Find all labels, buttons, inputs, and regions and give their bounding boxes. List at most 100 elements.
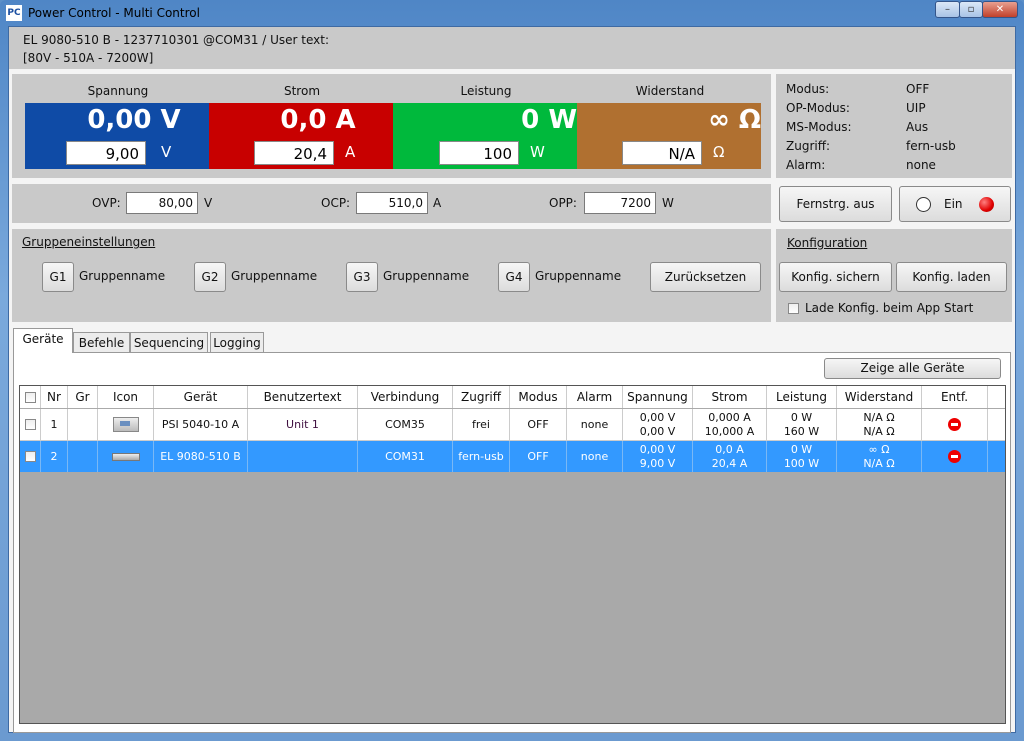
meter-label-voltage: Spannung (87, 84, 149, 98)
group-g4-name: Gruppenname (535, 269, 622, 283)
resistance-actual: N/A Ω (863, 410, 895, 424)
tab-geraete[interactable]: Geräte (13, 328, 73, 353)
resistance-set: N/A Ω (863, 424, 895, 438)
col-nr[interactable]: Nr (41, 386, 68, 408)
col-resistance[interactable]: Widerstand (837, 386, 922, 408)
table-row[interactable]: 1 PSI 5040-10 A Unit 1 COM35 frei OFF no… (20, 409, 1005, 441)
close-button[interactable]: ✕ (982, 1, 1018, 18)
cell-mode: OFF (510, 441, 567, 472)
cell-usertext[interactable]: Unit 1 (248, 409, 358, 440)
select-all-checkbox[interactable] (24, 391, 36, 403)
power-set-input[interactable]: 100 (439, 141, 519, 165)
power-actual: 0 W (790, 410, 813, 424)
voltage-set: 0,00 V (639, 424, 676, 438)
col-gr[interactable]: Gr (68, 386, 98, 408)
reset-groups-button[interactable]: Zurücksetzen (650, 262, 761, 292)
output-on-button[interactable]: Ein (899, 186, 1011, 222)
show-all-devices-button[interactable]: Zeige alle Geräte (824, 358, 1001, 379)
ocp-input[interactable]: 510,0 (356, 192, 428, 214)
power-actual: 0 W (790, 442, 813, 456)
config-title: Konfiguration (787, 236, 868, 250)
remove-icon[interactable] (948, 418, 961, 431)
load-config-button[interactable]: Konfig. laden (896, 262, 1007, 292)
col-alarm[interactable]: Alarm (567, 386, 623, 408)
group-g4-button[interactable]: G4 (498, 262, 530, 292)
maximize-button[interactable]: ▫ (959, 1, 983, 18)
device-table: Nr Gr Icon Gerät Benutzertext Verbindung… (19, 385, 1006, 724)
cell-alarm: none (567, 441, 623, 472)
col-power[interactable]: Leistung (767, 386, 837, 408)
cell-icon (98, 441, 154, 472)
current-set-input[interactable]: 20,4 (254, 141, 334, 165)
el-device-icon (111, 452, 140, 461)
col-current[interactable]: Strom (693, 386, 767, 408)
col-icon[interactable]: Icon (98, 386, 154, 408)
row-select-cell (20, 409, 41, 440)
row-checkbox[interactable] (24, 451, 36, 462)
row-checkbox[interactable] (24, 419, 36, 430)
ovp-unit: V (204, 196, 213, 210)
ocp-unit: A (433, 196, 442, 210)
col-connection[interactable]: Verbindung (358, 386, 453, 408)
voltage-unit: V (161, 143, 172, 161)
cell-remove (922, 441, 988, 472)
voltage-set: 9,00 V (639, 456, 676, 470)
ovp-input[interactable]: 80,00 (126, 192, 198, 214)
minimize-button[interactable]: – (935, 1, 960, 18)
cell-current: 0,000 A 10,000 A (693, 409, 767, 440)
col-voltage[interactable]: Spannung (623, 386, 693, 408)
opp-input[interactable]: 7200 (584, 192, 656, 214)
meter-power: 0 W 100 W (393, 103, 577, 169)
tab-logging[interactable]: Logging (210, 332, 264, 353)
meter-label-resistance: Widerstand (635, 84, 705, 98)
cell-alarm: none (567, 409, 623, 440)
output-on-label: Ein (944, 197, 963, 211)
col-remove[interactable]: Entf. (922, 386, 988, 408)
resistance-set-input[interactable]: N/A (622, 141, 702, 165)
voltage-set-input[interactable]: 9,00 (66, 141, 146, 165)
window-title: Power Control - Multi Control (28, 6, 200, 20)
save-config-button[interactable]: Konfig. sichern (779, 262, 892, 292)
cell-device: PSI 5040-10 A (154, 409, 248, 440)
tab-sequencing[interactable]: Sequencing (130, 332, 208, 353)
power-actual: 0 W (521, 105, 577, 135)
current-actual: 0,0 A (715, 442, 744, 456)
title-bar: PC Power Control - Multi Control – ▫ ✕ (0, 0, 1024, 26)
tab-befehle[interactable]: Befehle (73, 332, 130, 353)
client-area: EL 9080-510 B - 1237710301 @COM31 / User… (8, 26, 1016, 733)
table-row-selected[interactable]: 2 EL 9080-510 B COM31 fern-usb OFF none … (20, 441, 1005, 472)
col-access[interactable]: Zugriff (453, 386, 510, 408)
status-mode-label: Modus: (786, 82, 830, 96)
remote-control-button[interactable]: Fernstrg. aus (779, 186, 892, 222)
autoload-checkbox[interactable] (788, 303, 799, 314)
col-usertext[interactable]: Benutzertext (248, 386, 358, 408)
col-mode[interactable]: Modus (510, 386, 567, 408)
status-opmode-value: UIP (906, 101, 926, 115)
cell-device: EL 9080-510 B (154, 441, 248, 472)
group-g3-button[interactable]: G3 (346, 262, 378, 292)
cell-usertext[interactable] (248, 441, 358, 472)
power-set: 160 W (783, 424, 820, 438)
device-info-line1: EL 9080-510 B - 1237710301 @COM31 / User… (23, 33, 330, 47)
status-msmode-value: Aus (906, 120, 929, 134)
status-access-value: fern-usb (906, 139, 956, 153)
red-led-icon (979, 197, 994, 212)
meter-voltage: 0,00 V 9,00 V (25, 103, 209, 169)
voltage-actual: 0,00 V (639, 410, 676, 424)
cell-mode: OFF (510, 409, 567, 440)
protection-panel: OVP: 80,00 V OCP: 510,0 A OPP: 7200 W (12, 184, 771, 223)
group-g1-button[interactable]: G1 (42, 262, 74, 292)
cell-resistance: ∞ Ω N/A Ω (837, 441, 922, 472)
col-device[interactable]: Gerät (154, 386, 248, 408)
cell-current: 0,0 A 20,4 A (693, 441, 767, 472)
group-g1-name: Gruppenname (79, 269, 166, 283)
select-all-cell (20, 386, 41, 408)
cell-nr: 2 (41, 441, 68, 472)
app-icon: PC (6, 5, 22, 21)
group-g2-button[interactable]: G2 (194, 262, 226, 292)
meter-label-power: Leistung (460, 84, 512, 98)
cell-connection: COM31 (358, 441, 453, 472)
cell-access: frei (453, 409, 510, 440)
remove-icon[interactable] (948, 450, 961, 463)
